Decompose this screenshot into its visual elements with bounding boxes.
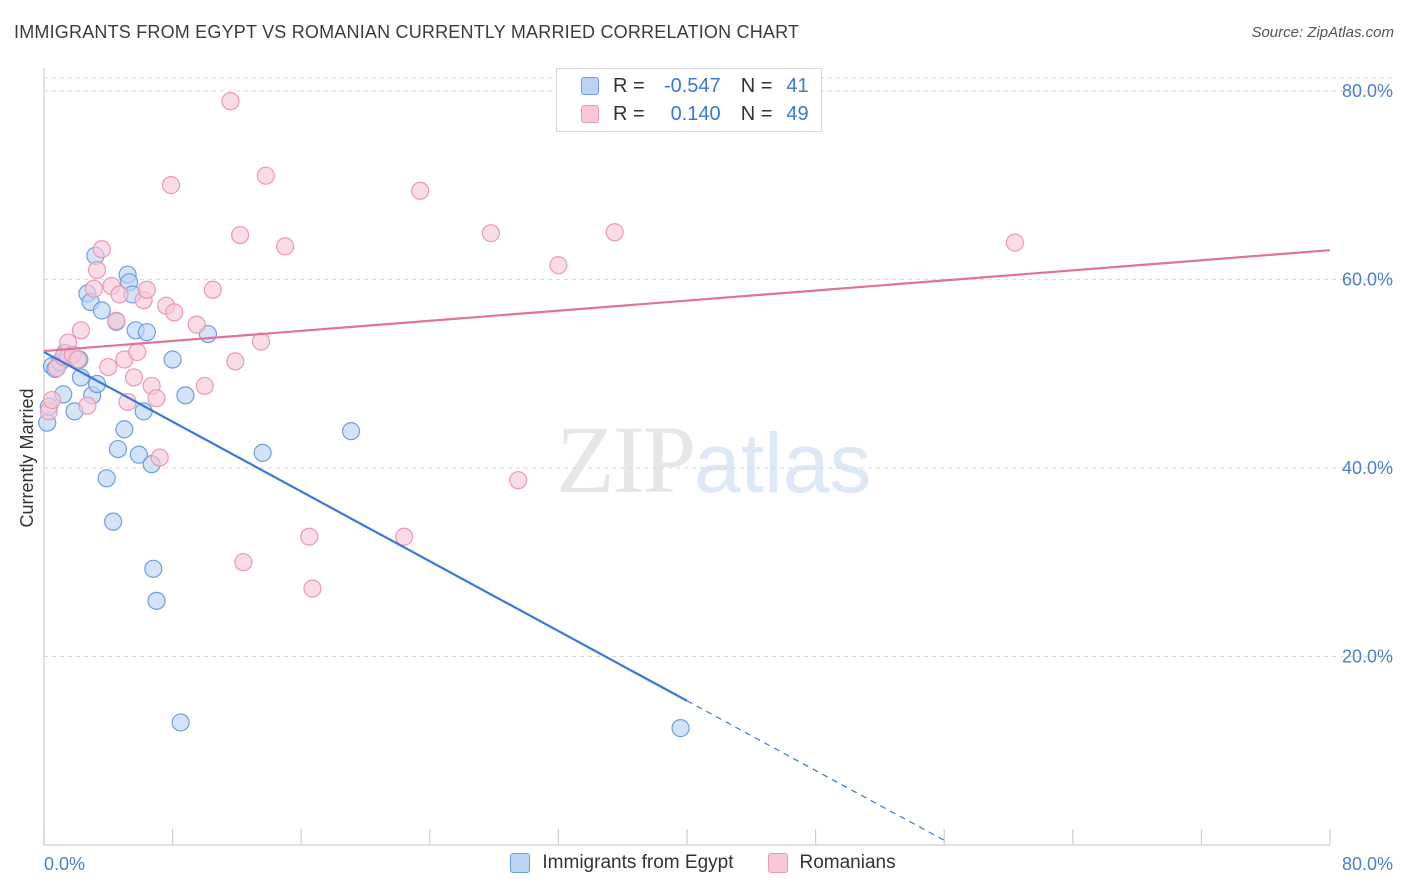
legend-label: Immigrants from Egypt [542,852,734,873]
egypt-point [144,559,163,578]
egypt-point [147,591,166,610]
y-tick-label: 80.0% [1342,81,1393,101]
romanian-point [42,390,62,410]
egypt-point [137,323,156,342]
romanian-point [124,368,144,387]
source-label: Source: ZipAtlas.com [1251,24,1394,41]
y-axis-title: Currently Married [17,388,37,527]
romanian-point [256,166,275,185]
egypt-swatch [510,853,531,873]
tick-labels: 20.0% 40.0% 60.0% 80.0% 0.0% 80.0% Currently M… [17,81,1393,874]
romanian-point [137,280,156,299]
romanian-point [165,303,184,322]
romanian-point [251,332,271,351]
egypt-point [253,443,272,462]
romanian-point [110,285,129,304]
romanian-point [84,279,103,298]
egypt-point [97,469,116,488]
romanian-point [303,579,322,598]
romanian-point [92,240,111,259]
romanian-point [394,527,414,546]
y-tick-label: 40.0% [1342,458,1393,478]
axes [43,68,1331,846]
egypt-trend-extension [686,700,945,841]
legend-row-egypt: R = -0.547 N = 41 [581,73,809,99]
egypt-point [163,350,182,369]
y-tick-label: 60.0% [1342,269,1393,289]
romanian-point [481,224,500,243]
romanian-point [411,181,430,200]
romanian-point [221,92,240,111]
x-tick-label: 80.0% [1342,854,1393,874]
romanian-point [300,527,319,546]
romanian-point [203,280,222,299]
trend-lines [43,249,1331,841]
n-value: 49 [786,102,809,125]
y-tick-label: 20.0% [1342,646,1393,666]
romanian-point [78,396,97,415]
romanian-point [1005,233,1025,252]
romanian-point [87,260,107,280]
chart-title: IMMIGRANTS FROM EGYPT VS ROMANIAN CURREN… [14,22,800,42]
romanian-point [187,315,206,334]
romanian-point [71,321,91,340]
egypt-point [104,512,123,531]
egypt-point [671,719,690,738]
egypt-point [171,713,190,732]
stats-legend: R = -0.547 N = 41 R = 0.140 N = 49 [556,68,822,132]
romanian-point [231,225,250,245]
legend-label: Romanians [799,852,896,873]
legend-item-egypt[interactable]: Immigrants from Egypt [510,852,734,874]
romanian-point [509,471,528,490]
romanian-swatch [767,853,788,873]
romanian-point [161,176,181,195]
watermark-zip: ZIP [556,406,696,513]
egypt-point [115,420,134,439]
romanian-point [118,392,137,412]
romanian-point [195,376,214,396]
egypt-point [129,445,148,464]
egypt-point [87,374,107,394]
n-label: N = [740,74,773,97]
romanian-trend-line [43,249,1331,353]
romanian-swatch [581,105,599,123]
romanian-point [99,357,118,377]
watermark-atlas: atlas [694,416,872,510]
watermark: ZIPatlas [556,404,871,515]
r-value: -0.547 [663,74,721,97]
egypt-point [108,439,128,459]
series-egypt [38,246,690,738]
romanian-point [605,223,624,242]
egypt-point [176,386,195,405]
legend-item-romanians[interactable]: Romanians [767,852,896,874]
series-romanians [39,92,1025,598]
romanian-point [549,256,568,275]
x-tick-label: 0.0% [44,854,85,874]
romanian-point [107,311,126,330]
egypt-trend-line [43,351,688,702]
romanian-point [147,389,166,408]
romanian-point [68,350,87,369]
romanian-point [226,352,245,371]
egypt-point [92,301,111,320]
egypt-swatch [581,77,599,95]
r-label: R = [613,74,645,97]
n-label: N = [740,102,773,125]
series-legend: Immigrants from Egypt Romanians [0,852,1406,874]
n-value: 41 [786,74,809,97]
romanian-point [234,553,253,572]
egypt-point [341,422,361,441]
r-value: 0.140 [670,102,721,125]
r-label: R = [613,102,645,125]
legend-row-romanians: R = 0.140 N = 49 [581,101,809,127]
romanian-point [128,342,147,362]
romanian-point [150,448,169,467]
romanian-point [276,237,295,256]
